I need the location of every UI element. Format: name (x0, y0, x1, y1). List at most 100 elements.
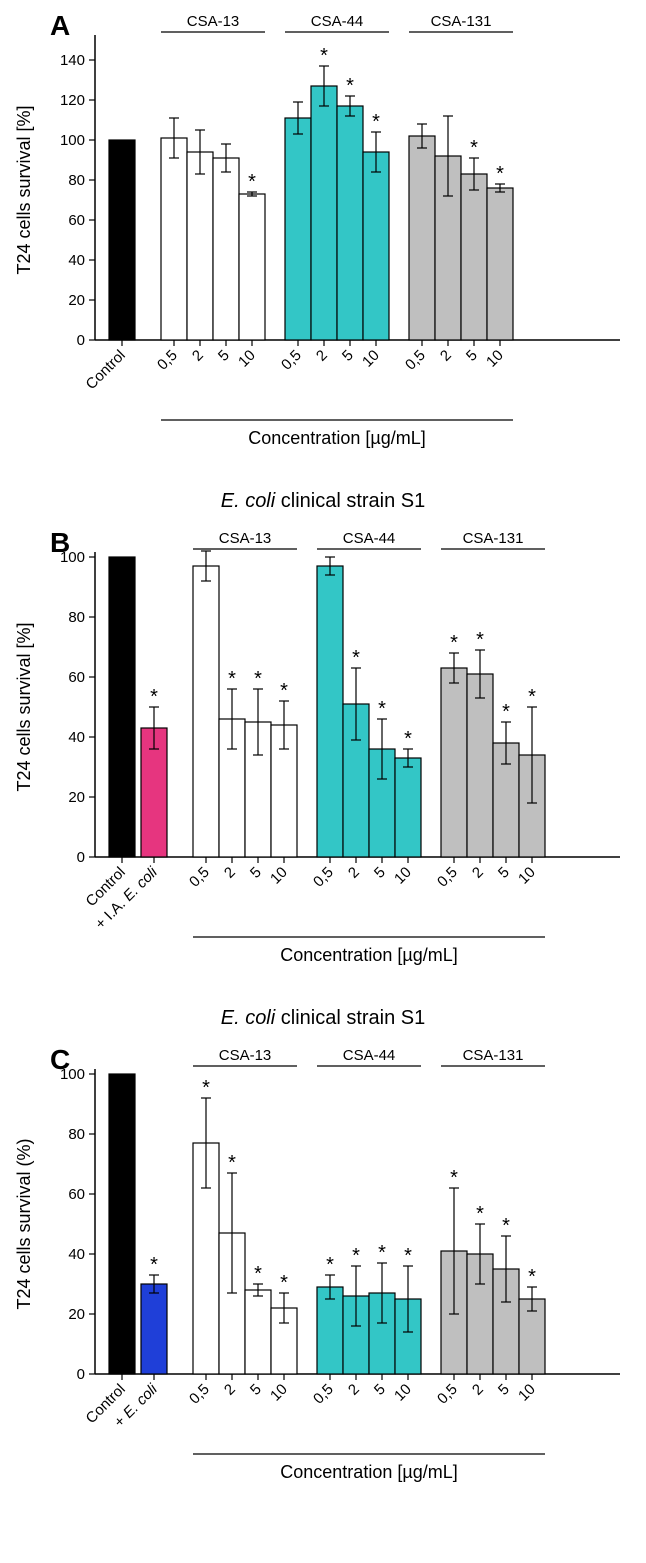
bar (109, 1074, 135, 1374)
panel-letter: A (50, 10, 70, 41)
significance-star: * (352, 647, 360, 669)
significance-star: * (280, 680, 288, 702)
x-tick-label: 5 (215, 347, 233, 365)
significance-star: * (320, 45, 328, 67)
bar (311, 86, 337, 340)
significance-star: * (352, 1245, 360, 1267)
bar (363, 152, 389, 340)
x-tick-label: 10 (515, 1381, 539, 1405)
x-tick-label: 2 (469, 864, 487, 882)
significance-star: * (280, 1272, 288, 1294)
x-tick-label: Control (83, 347, 129, 393)
x-axis-label: Concentration [µg/mL] (280, 945, 457, 965)
x-tick-label: 0,5 (278, 347, 305, 374)
group-label: CSA-131 (431, 13, 492, 30)
significance-star: * (502, 1215, 510, 1237)
bar (109, 557, 135, 857)
bar (213, 158, 239, 340)
significance-star: * (378, 1242, 386, 1264)
significance-star: * (450, 1167, 458, 1189)
bar (239, 194, 265, 340)
x-axis-label: Concentration [µg/mL] (248, 428, 425, 448)
group-label: CSA-13 (187, 13, 240, 30)
bar (109, 140, 135, 340)
x-tick-label: 10 (391, 864, 415, 888)
y-tick-label: 40 (68, 1246, 85, 1263)
x-tick-label: 10 (359, 347, 383, 371)
y-tick-label: 20 (68, 789, 85, 806)
significance-star: * (404, 728, 412, 750)
y-tick-label: 40 (68, 729, 85, 746)
x-tick-label: 5 (495, 1381, 513, 1399)
x-tick-label: 0,5 (434, 864, 461, 891)
y-tick-label: 100 (60, 132, 85, 149)
x-tick-label: 10 (267, 864, 291, 888)
group-label: CSA-44 (343, 530, 396, 547)
significance-star: * (496, 163, 504, 185)
bar (487, 188, 513, 340)
chart-A: A020406080100120140T24 cells survival [%… (0, 0, 646, 460)
bar (317, 566, 343, 857)
y-tick-label: 20 (68, 1306, 85, 1323)
group-label: CSA-13 (219, 1047, 272, 1064)
x-tick-label: 2 (221, 864, 239, 882)
y-tick-label: 80 (68, 1126, 85, 1143)
y-tick-label: 60 (68, 1186, 85, 1203)
x-tick-label: 10 (391, 1381, 415, 1405)
panel-C-title: E. coli clinical strain S1 (0, 1007, 646, 1030)
x-tick-label: 0,5 (154, 347, 181, 374)
significance-star: * (326, 1254, 334, 1276)
x-tick-label: 10 (515, 864, 539, 888)
bar (317, 1287, 343, 1374)
significance-star: * (202, 1077, 210, 1099)
x-tick-label: 10 (267, 1381, 291, 1405)
y-tick-label: 20 (68, 292, 85, 309)
y-axis-label: T24 cells survival [%] (14, 622, 34, 791)
y-tick-label: 80 (68, 609, 85, 626)
x-tick-label: 5 (371, 1381, 389, 1399)
x-tick-label: 5 (371, 864, 389, 882)
significance-star: * (378, 698, 386, 720)
x-tick-label: 2 (189, 347, 207, 365)
significance-star: * (476, 1203, 484, 1225)
y-tick-label: 40 (68, 252, 85, 269)
y-tick-label: 0 (77, 332, 85, 349)
bar (187, 152, 213, 340)
bar (337, 106, 363, 340)
y-tick-label: 60 (68, 212, 85, 229)
significance-star: * (470, 137, 478, 159)
x-tick-label: 5 (463, 347, 481, 365)
x-tick-label: 0,5 (402, 347, 429, 374)
significance-star: * (528, 1266, 536, 1288)
chart-B: B020406080100T24 cells survival [%]CSA-1… (0, 517, 646, 977)
significance-star: * (372, 111, 380, 133)
x-tick-label: 5 (247, 864, 265, 882)
bar (395, 758, 421, 857)
x-tick-label: 2 (345, 864, 363, 882)
group-label: CSA-131 (463, 530, 524, 547)
x-tick-label: 2 (221, 1381, 239, 1399)
y-tick-label: 120 (60, 92, 85, 109)
group-label: CSA-131 (463, 1047, 524, 1064)
significance-star: * (476, 629, 484, 651)
significance-star: * (150, 1254, 158, 1276)
group-label: CSA-13 (219, 530, 272, 547)
group-label: CSA-44 (343, 1047, 396, 1064)
significance-star: * (254, 1263, 262, 1285)
x-tick-label: 10 (483, 347, 507, 371)
bar (161, 138, 187, 340)
panel-A: A020406080100120140T24 cells survival [%… (0, 0, 646, 460)
x-tick-label: 2 (437, 347, 455, 365)
bar (409, 136, 435, 340)
bar (461, 174, 487, 340)
y-tick-label: 0 (77, 1366, 85, 1383)
x-tick-label: 2 (345, 1381, 363, 1399)
x-tick-label: 5 (339, 347, 357, 365)
x-tick-label: 0,5 (186, 864, 213, 891)
bar (441, 668, 467, 857)
significance-star: * (346, 75, 354, 97)
x-tick-label: 5 (495, 864, 513, 882)
x-tick-label: 2 (313, 347, 331, 365)
x-tick-label: 10 (235, 347, 259, 371)
bar (285, 118, 311, 340)
